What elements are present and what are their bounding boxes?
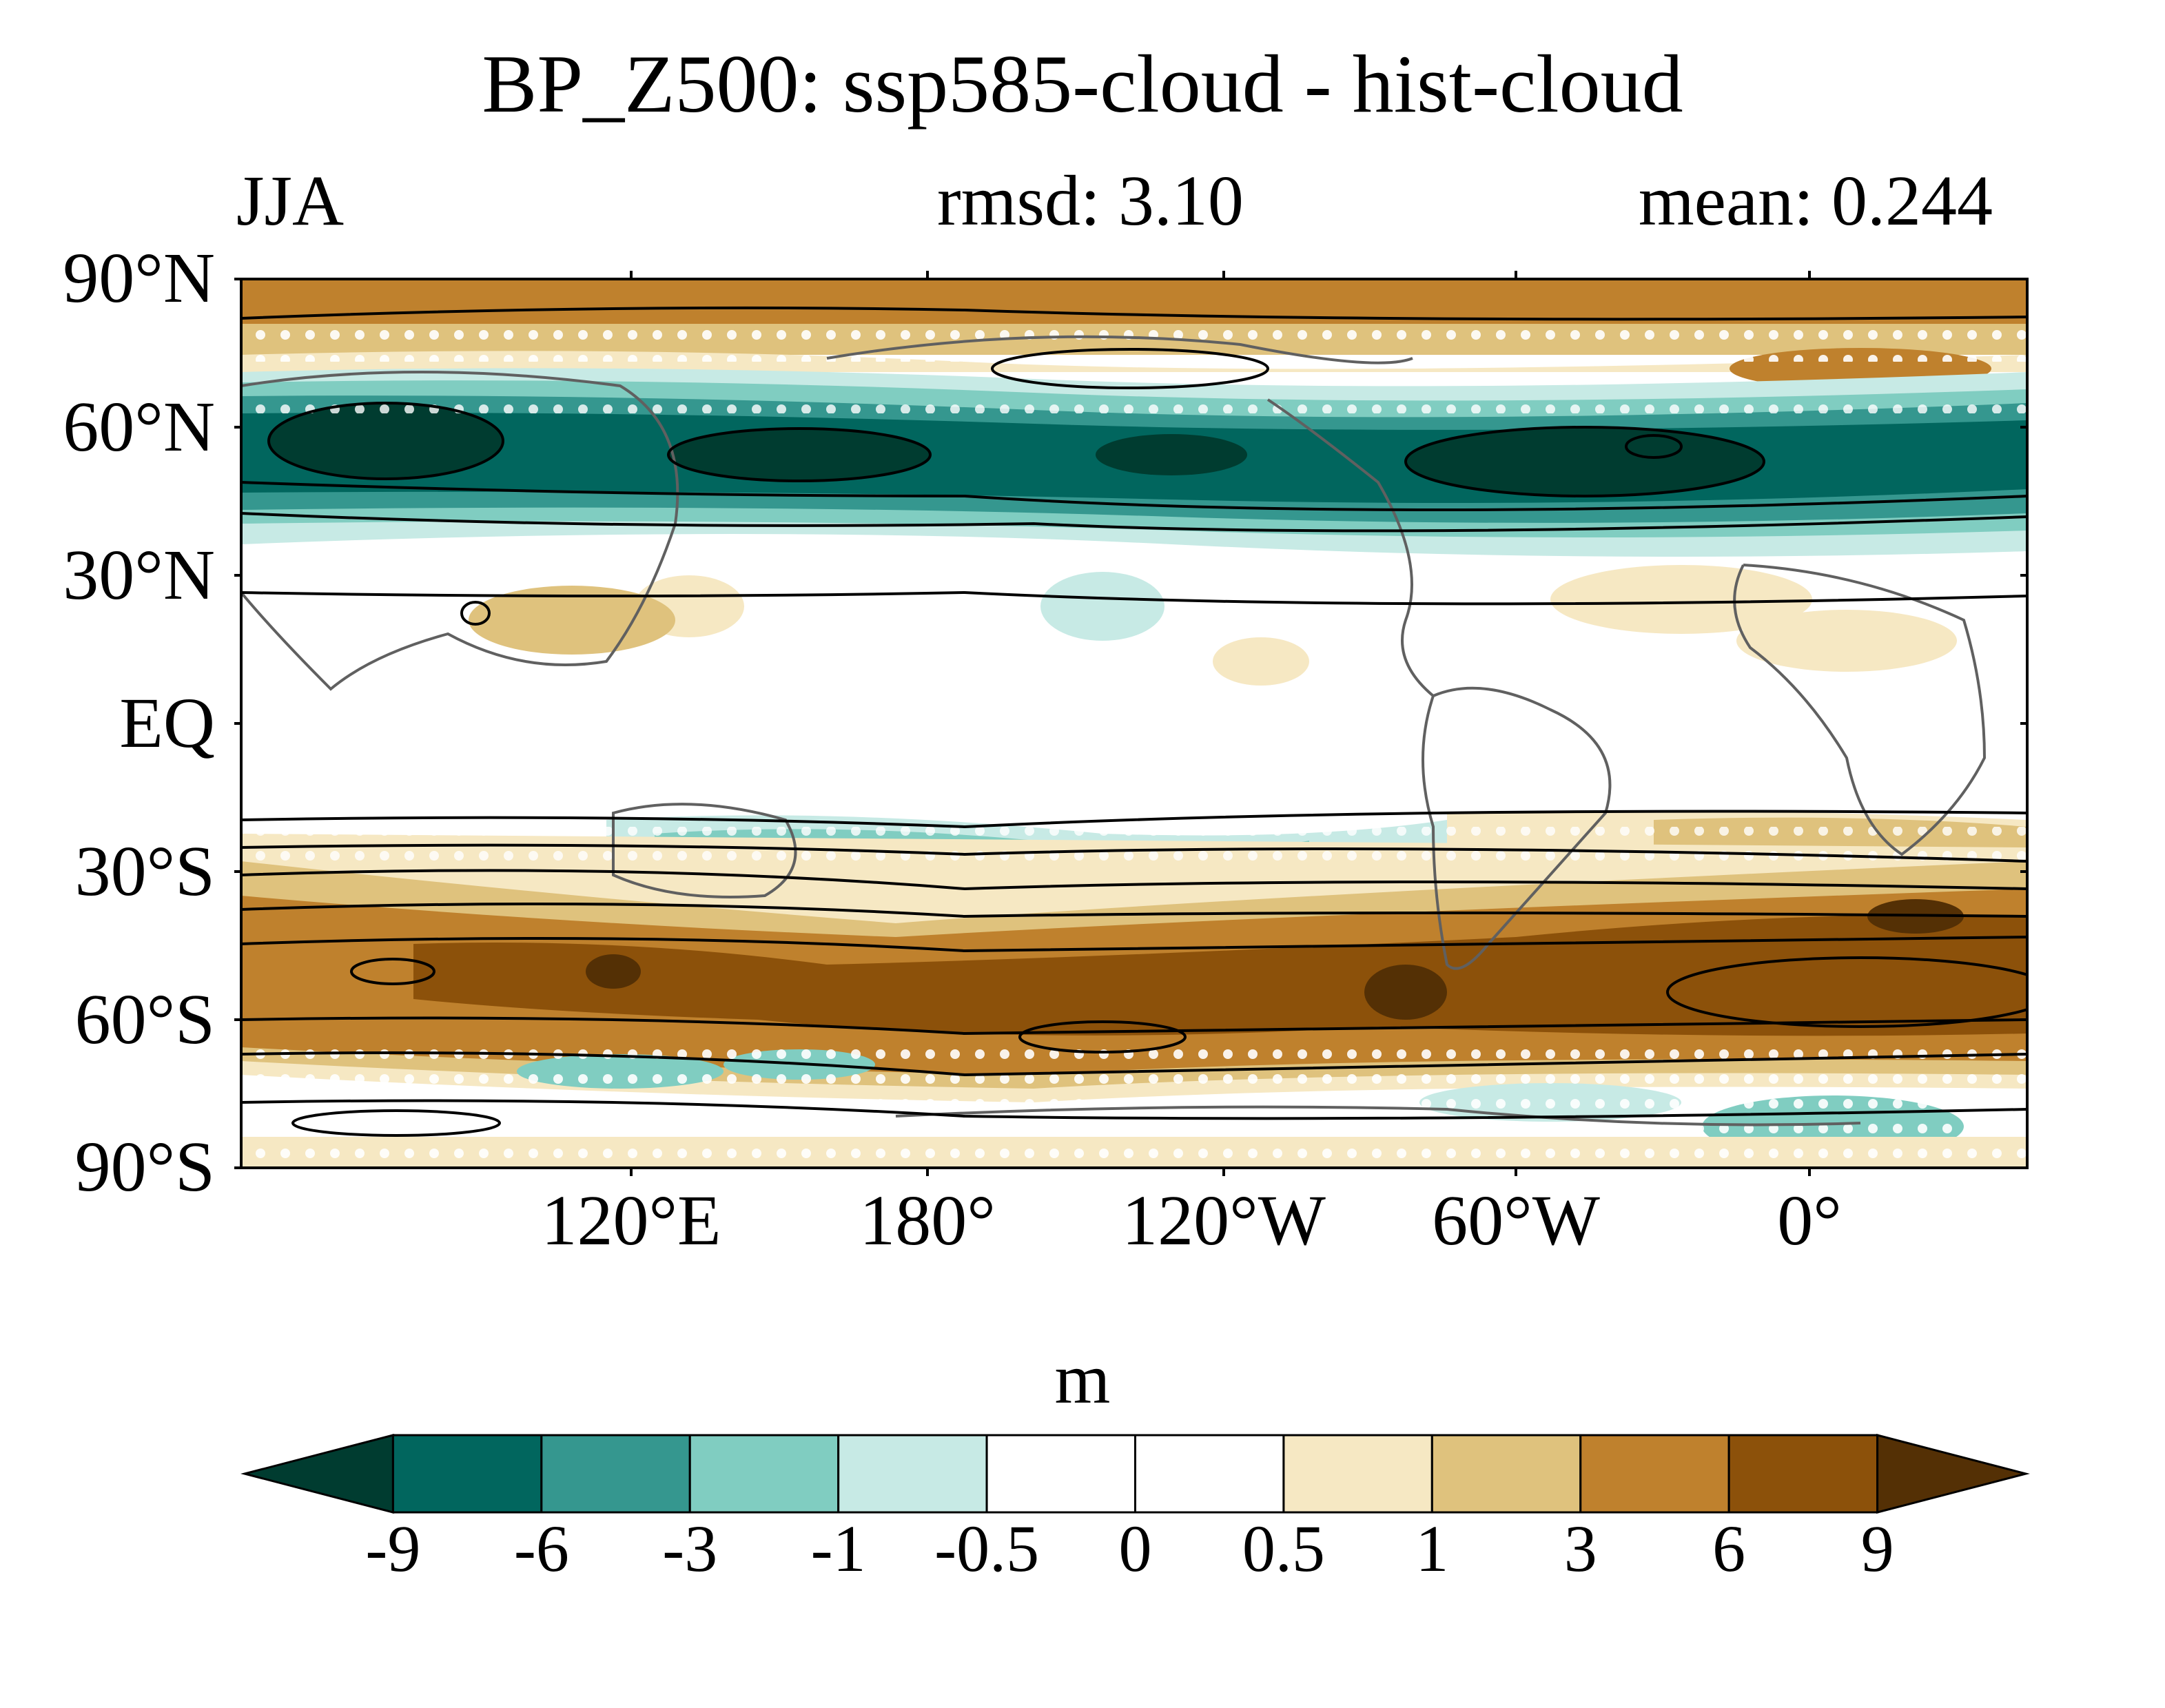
colorbar-box xyxy=(985,1434,1137,1514)
lat-label-60s: 60°S xyxy=(74,980,215,1059)
colorbar-box xyxy=(391,1434,543,1514)
colorbar-box xyxy=(1134,1434,1285,1514)
colorbar-tick-label: 3 xyxy=(1563,1512,1597,1585)
lon-label-60w: 60°W xyxy=(1432,1181,1600,1260)
colorbar-tick-label: 9 xyxy=(1860,1512,1894,1585)
rmsd-label: rmsd: 3.10 xyxy=(937,161,1244,240)
axis-ticks xyxy=(234,271,2027,1176)
lat-label-eq: EQ xyxy=(119,683,215,763)
lat-label-30s: 30°S xyxy=(74,832,215,911)
colorbar-box xyxy=(688,1434,840,1514)
colorbar-box xyxy=(837,1434,988,1514)
colorbar-tick-label: -0.5 xyxy=(934,1512,1040,1585)
colorbar-box xyxy=(1282,1434,1433,1514)
colorbar-box xyxy=(1727,1434,1879,1514)
coastline xyxy=(241,335,1987,1126)
lon-label-180: 180° xyxy=(859,1181,996,1260)
mean-label: mean: 0.244 xyxy=(1638,161,1993,240)
colorbar-box xyxy=(1430,1434,1582,1514)
colorbar-tick-label: -9 xyxy=(365,1512,421,1585)
colorbar-tick-label: -3 xyxy=(662,1512,718,1585)
anomaly-field xyxy=(241,279,2027,1168)
colorbar-box xyxy=(1579,1434,1730,1514)
colorbar-tick-label: -6 xyxy=(513,1512,569,1585)
colorbar-box xyxy=(540,1434,691,1514)
climatology-contours xyxy=(241,306,2027,1137)
colorbar-tick-label: 0 xyxy=(1118,1512,1152,1585)
map-title: BP_Z500: ssp585-cloud - hist-cloud xyxy=(482,38,1683,130)
colorbar-extend-low xyxy=(240,1434,394,1514)
colorbar-tick-label: -1 xyxy=(810,1512,866,1585)
lon-label-0: 0° xyxy=(1777,1181,1842,1260)
colorbar-extend-high xyxy=(1876,1434,2030,1514)
season-label: JJA xyxy=(236,161,345,240)
lat-label-90n: 90°N xyxy=(63,238,215,318)
lat-label-60n: 60°N xyxy=(63,387,215,466)
colorbar-tick-label: 0.5 xyxy=(1242,1512,1325,1585)
colorbar-tick-label: 1 xyxy=(1415,1512,1449,1585)
lat-label-30n: 30°N xyxy=(63,535,215,615)
lon-label-120e: 120°E xyxy=(541,1181,721,1260)
colorbar-units: m xyxy=(1054,1339,1111,1419)
colorbar-tick-label: 6 xyxy=(1712,1512,1746,1585)
lat-label-90s: 90°S xyxy=(74,1127,215,1206)
lon-label-120w: 120°W xyxy=(1122,1181,1326,1260)
colorbar xyxy=(240,1434,2030,1514)
